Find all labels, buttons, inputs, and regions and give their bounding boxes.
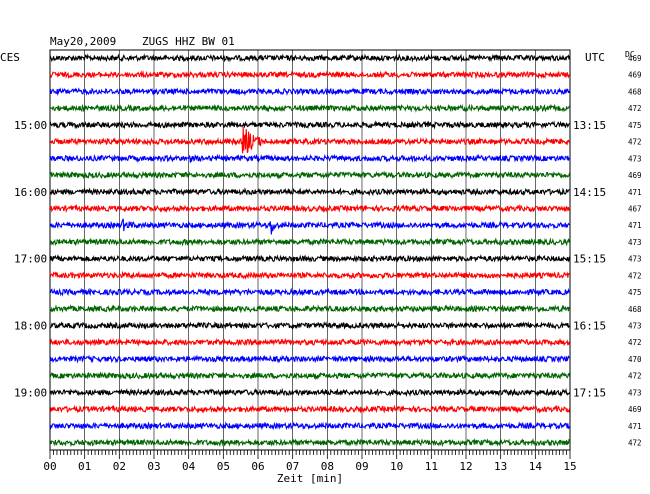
trace-line xyxy=(49,371,571,381)
hour-label: 17:00 xyxy=(14,253,47,266)
x-tick-label: 05 xyxy=(217,460,230,473)
right-time-labels: 13:15 14:15 15:15 16:15 17:15 xyxy=(573,119,606,400)
dc-offset-value: 471 xyxy=(628,422,642,431)
recording-date: May20,2009 xyxy=(50,35,116,48)
dc-offset-value: 472 xyxy=(628,338,642,347)
utc-time-label: 17:15 xyxy=(573,386,606,399)
trace-group xyxy=(49,53,571,448)
dc-offset-value: 469 xyxy=(628,54,642,63)
hour-label: 16:00 xyxy=(14,186,47,199)
dc-offset-value: 469 xyxy=(628,405,642,414)
trace-line xyxy=(49,187,570,197)
dc-offset-value: 471 xyxy=(628,188,642,197)
x-axis-label: Zeit [min] xyxy=(277,472,343,485)
x-tick-label: 13 xyxy=(494,460,507,473)
dc-offset-value: 467 xyxy=(628,204,642,213)
dc-offset-value: 470 xyxy=(628,355,642,364)
x-tick-label: 11 xyxy=(425,460,438,473)
x-tick-label: 07 xyxy=(286,460,299,473)
x-tick-label: 03 xyxy=(147,460,160,473)
right-timezone-label: UTC xyxy=(585,51,605,64)
trace-line xyxy=(49,321,571,331)
left-hour-labels: 15:00 16:00 17:00 18:00 19:00 xyxy=(14,119,47,400)
dc-offset-value: 469 xyxy=(628,71,642,80)
dc-offset-value: 473 xyxy=(628,388,642,397)
dc-offset-value: 472 xyxy=(628,372,642,381)
dc-offset-value: 468 xyxy=(628,87,642,96)
dc-offset-value: 472 xyxy=(628,104,642,113)
trace-line xyxy=(49,203,571,214)
dc-offset-value: 475 xyxy=(628,288,642,297)
utc-time-label: 14:15 xyxy=(573,186,606,199)
dc-header-label: DC xyxy=(625,50,635,59)
x-tick-label: 12 xyxy=(459,460,472,473)
plot-frame xyxy=(49,49,571,451)
trace-line xyxy=(49,337,571,347)
trace-line xyxy=(49,254,571,263)
trace-line xyxy=(49,387,571,398)
dc-offset-value: 473 xyxy=(628,255,642,264)
trace-line xyxy=(49,304,570,314)
station-name: ZUGS HHZ BW 01 xyxy=(142,35,235,48)
dc-offset-value: 471 xyxy=(628,221,642,230)
x-tick-label: 01 xyxy=(78,460,91,473)
dc-offset-value: 475 xyxy=(628,121,642,130)
trace-line xyxy=(49,437,571,448)
x-tick-label: 02 xyxy=(113,460,126,473)
trace-line xyxy=(49,287,571,297)
utc-time-label: 16:15 xyxy=(573,320,606,333)
dc-offset-value: 472 xyxy=(628,271,642,280)
dc-offset-labels: 469 469 468 472 475 472 473 469 471 467 471 473 473 4… xyxy=(628,54,642,448)
trace-line xyxy=(49,53,571,63)
x-tick-label: 00 xyxy=(43,460,56,473)
x-tick-label: 09 xyxy=(355,460,368,473)
x-tick-label: 08 xyxy=(321,460,334,473)
trace-line xyxy=(49,153,570,163)
dc-offset-value: 472 xyxy=(628,138,642,147)
dc-offset-value: 472 xyxy=(628,439,642,448)
trace-line xyxy=(49,70,570,80)
x-tick-label: 06 xyxy=(251,460,264,473)
dc-offset-value: 469 xyxy=(628,171,642,180)
dc-offset-value: 468 xyxy=(628,305,642,314)
hour-label: 19:00 xyxy=(14,386,47,399)
trace-line xyxy=(49,103,571,113)
trace-line xyxy=(49,404,571,414)
dc-offset-value: 473 xyxy=(628,322,642,331)
dc-offset-value: 473 xyxy=(628,154,642,163)
trace-line xyxy=(50,126,571,154)
hour-label: 18:00 xyxy=(14,320,47,333)
trace-line xyxy=(49,87,571,97)
trace-line xyxy=(49,354,570,364)
trace-line xyxy=(49,120,570,130)
left-timezone-label: CES xyxy=(0,51,20,64)
x-tick-label: 15 xyxy=(563,460,576,473)
minute-gridlines xyxy=(84,50,536,450)
trace-line xyxy=(49,170,571,180)
hour-label: 15:00 xyxy=(14,119,47,132)
dc-offset-value: 473 xyxy=(628,238,642,247)
trace-line xyxy=(49,421,571,431)
trace-line xyxy=(49,218,570,235)
utc-time-label: 15:15 xyxy=(573,253,606,266)
trace-line xyxy=(49,237,571,247)
x-tick-label: 14 xyxy=(529,460,543,473)
utc-time-label: 13:15 xyxy=(573,119,606,132)
trace-line xyxy=(49,270,571,280)
x-tick-label: 10 xyxy=(390,460,403,473)
x-tick-label: 04 xyxy=(182,460,196,473)
x-axis: 00 01 02 03 04 05 06 07 08 09 10 11 12 13 14 15 xyxy=(43,450,577,473)
